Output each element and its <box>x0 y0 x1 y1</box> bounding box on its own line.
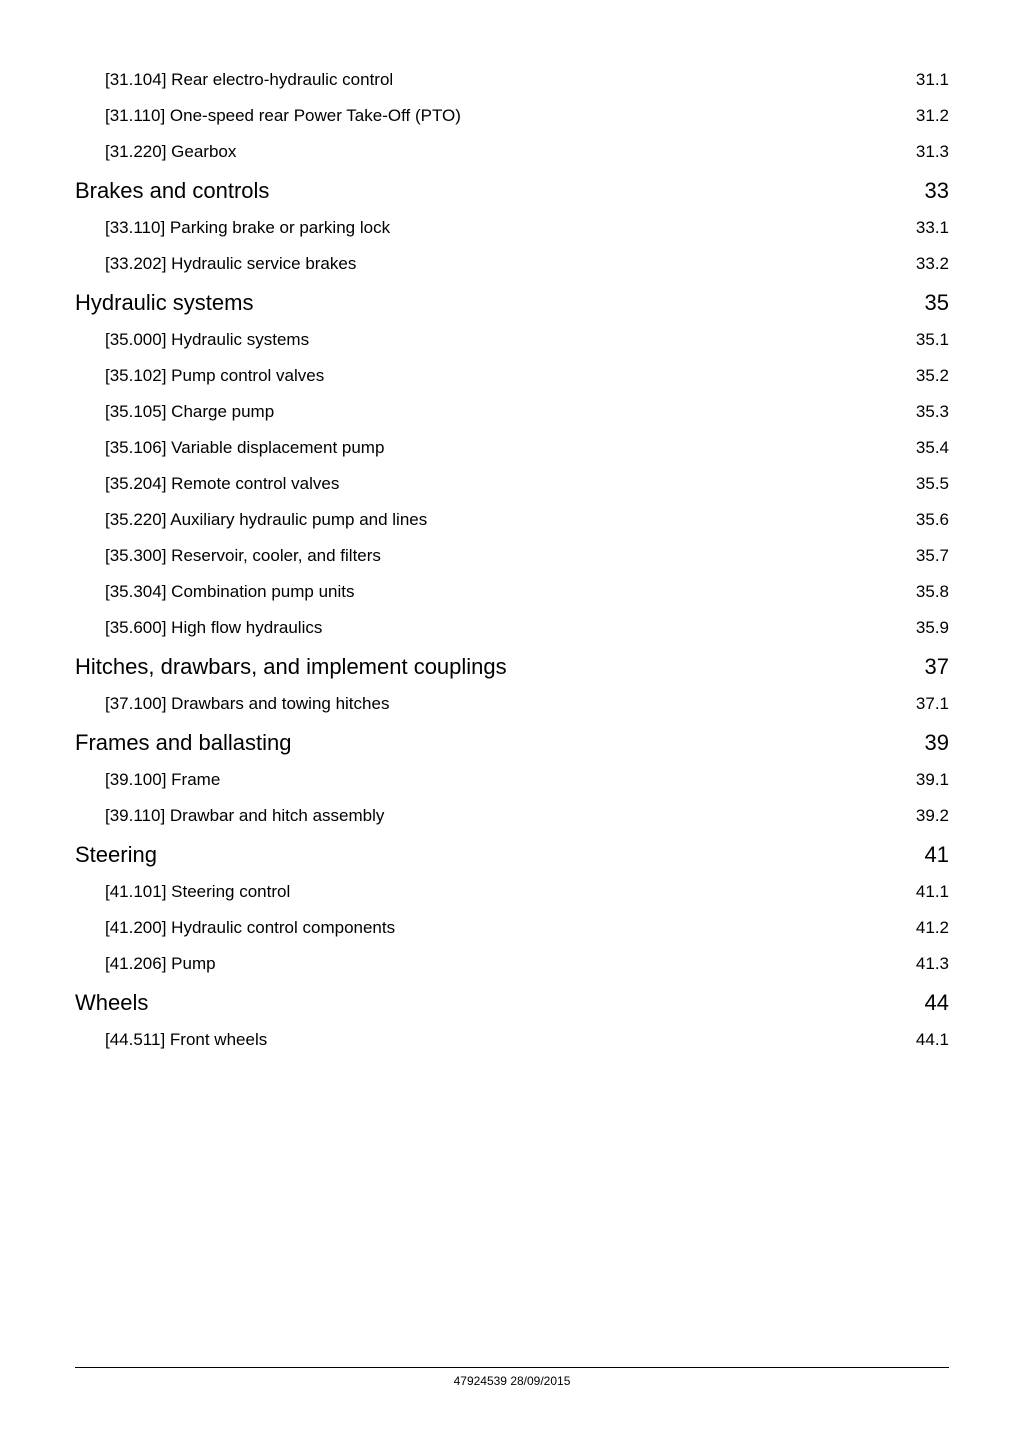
toc-page-number: 35.9 <box>899 618 949 638</box>
toc-sub-row: [35.105] Charge pump 35.3 <box>75 402 949 422</box>
toc-page-number: 31.3 <box>899 142 949 162</box>
toc-page-number: 33.2 <box>899 254 949 274</box>
toc-page-number: 41.2 <box>899 918 949 938</box>
toc-sub-row: [35.204] Remote control valves 35.5 <box>75 474 949 494</box>
toc-sub-row: [35.000] Hydraulic systems 35.1 <box>75 330 949 350</box>
toc-label: Steering <box>75 842 157 868</box>
toc-label: Wheels <box>75 990 148 1016</box>
toc-page-number: 35.2 <box>899 366 949 386</box>
toc-label: [31.220] Gearbox <box>75 142 236 162</box>
toc-sub-row: [35.304] Combination pump units 35.8 <box>75 582 949 602</box>
toc-sub-row: [35.106] Variable displacement pump 35.4 <box>75 438 949 458</box>
toc-sub-row: [41.101] Steering control 41.1 <box>75 882 949 902</box>
toc-label: [35.600] High flow hydraulics <box>75 618 322 638</box>
toc-sub-row: [39.100] Frame 39.1 <box>75 770 949 790</box>
toc-sub-row: [39.110] Drawbar and hitch assembly 39.2 <box>75 806 949 826</box>
toc-section-row: Steering 41 <box>75 842 949 868</box>
toc-label: [35.105] Charge pump <box>75 402 274 422</box>
toc-page-number: 31.2 <box>899 106 949 126</box>
toc-page-number: 44.1 <box>899 1030 949 1050</box>
toc-sub-row: [41.206] Pump 41.3 <box>75 954 949 974</box>
toc-page-number: 35.4 <box>899 438 949 458</box>
toc-label: [35.300] Reservoir, cooler, and filters <box>75 546 381 566</box>
toc-sub-row: [41.200] Hydraulic control components 41… <box>75 918 949 938</box>
toc-label: [37.100] Drawbars and towing hitches <box>75 694 389 714</box>
toc-sub-row: [33.202] Hydraulic service brakes 33.2 <box>75 254 949 274</box>
toc-label: [39.100] Frame <box>75 770 220 790</box>
toc-page-number: 41.1 <box>899 882 949 902</box>
toc-label: [33.110] Parking brake or parking lock <box>75 218 390 238</box>
toc-label: [33.202] Hydraulic service brakes <box>75 254 356 274</box>
toc-page-number: 44 <box>899 990 949 1016</box>
toc-label: [41.206] Pump <box>75 954 216 974</box>
toc-page-number: 31.1 <box>899 70 949 90</box>
toc-page-number: 35.1 <box>899 330 949 350</box>
toc-sub-row: [35.600] High flow hydraulics 35.9 <box>75 618 949 638</box>
toc-section-row: Frames and ballasting 39 <box>75 730 949 756</box>
toc-sub-row: [37.100] Drawbars and towing hitches 37.… <box>75 694 949 714</box>
toc-sub-row: [35.300] Reservoir, cooler, and filters … <box>75 546 949 566</box>
toc-sub-row: [33.110] Parking brake or parking lock 3… <box>75 218 949 238</box>
toc-page-number: 37 <box>899 654 949 680</box>
toc-label: [35.000] Hydraulic systems <box>75 330 309 350</box>
toc-sub-row: [31.220] Gearbox 31.3 <box>75 142 949 162</box>
footer-divider <box>75 1367 949 1368</box>
toc-label: [44.511] Front wheels <box>75 1030 267 1050</box>
toc-page-number: 33 <box>899 178 949 204</box>
toc-page-number: 37.1 <box>899 694 949 714</box>
toc-label: [41.101] Steering control <box>75 882 290 902</box>
toc-label: Hitches, drawbars, and implement couplin… <box>75 654 507 680</box>
toc-sub-row: [35.102] Pump control valves 35.2 <box>75 366 949 386</box>
toc-label: [35.204] Remote control valves <box>75 474 339 494</box>
toc-sub-row: [35.220] Auxiliary hydraulic pump and li… <box>75 510 949 530</box>
toc-page-number: 35 <box>899 290 949 316</box>
toc-page-number: 35.6 <box>899 510 949 530</box>
toc-label: Hydraulic systems <box>75 290 253 316</box>
toc-page-number: 35.3 <box>899 402 949 422</box>
toc-label: [41.200] Hydraulic control components <box>75 918 395 938</box>
toc-page-number: 33.1 <box>899 218 949 238</box>
toc-page-number: 35.5 <box>899 474 949 494</box>
toc-label: [35.106] Variable displacement pump <box>75 438 384 458</box>
toc-section-row: Brakes and controls 33 <box>75 178 949 204</box>
table-of-contents: [31.104] Rear electro-hydraulic control … <box>75 70 949 1050</box>
toc-label: Brakes and controls <box>75 178 269 204</box>
toc-sub-row: [44.511] Front wheels 44.1 <box>75 1030 949 1050</box>
toc-page-number: 41.3 <box>899 954 949 974</box>
toc-page-number: 41 <box>899 842 949 868</box>
toc-label: [39.110] Drawbar and hitch assembly <box>75 806 384 826</box>
footer-text: 47924539 28/09/2015 <box>75 1374 949 1388</box>
toc-page-number: 39.1 <box>899 770 949 790</box>
toc-label: Frames and ballasting <box>75 730 291 756</box>
toc-section-row: Hitches, drawbars, and implement couplin… <box>75 654 949 680</box>
page-footer: 47924539 28/09/2015 <box>75 1367 949 1388</box>
toc-page-number: 35.7 <box>899 546 949 566</box>
toc-label: [31.110] One-speed rear Power Take-Off (… <box>75 106 461 126</box>
toc-label: [35.102] Pump control valves <box>75 366 324 386</box>
toc-page-number: 39.2 <box>899 806 949 826</box>
toc-label: [35.220] Auxiliary hydraulic pump and li… <box>75 510 427 530</box>
toc-sub-row: [31.110] One-speed rear Power Take-Off (… <box>75 106 949 126</box>
toc-page-number: 35.8 <box>899 582 949 602</box>
toc-label: [35.304] Combination pump units <box>75 582 355 602</box>
toc-label: [31.104] Rear electro-hydraulic control <box>75 70 393 90</box>
toc-page-number: 39 <box>899 730 949 756</box>
toc-section-row: Wheels 44 <box>75 990 949 1016</box>
toc-sub-row: [31.104] Rear electro-hydraulic control … <box>75 70 949 90</box>
toc-section-row: Hydraulic systems 35 <box>75 290 949 316</box>
